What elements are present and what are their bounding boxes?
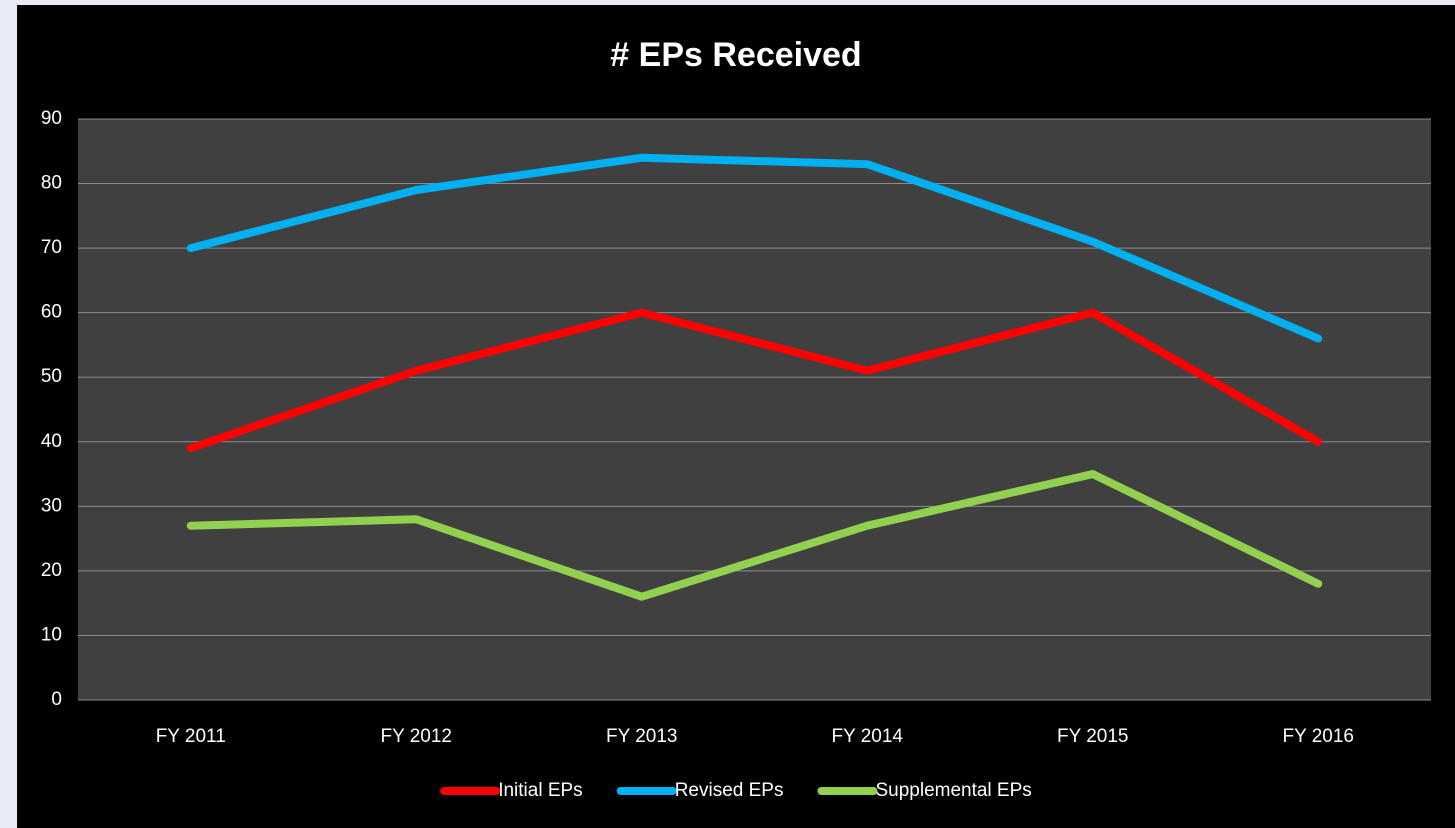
y-tick-label: 80 (41, 173, 62, 194)
x-tick-label: FY 2014 (832, 726, 904, 747)
x-tick-label: FY 2015 (1057, 726, 1128, 747)
series-line (186, 470, 1323, 601)
x-tick-label: FY 2011 (156, 726, 226, 747)
y-tick-label: 40 (41, 431, 62, 452)
y-tick-label: 50 (41, 366, 62, 387)
x-tick-label: FY 2016 (1283, 726, 1354, 747)
x-tick-label: FY 2013 (606, 726, 677, 747)
y-tick-label: 20 (41, 560, 62, 581)
series-line (186, 308, 1323, 453)
y-tick-label: 10 (41, 624, 62, 645)
y-tick-label: 70 (41, 237, 62, 258)
y-tick-label: 60 (41, 302, 62, 323)
y-tick-label: 30 (41, 495, 62, 516)
legend-label: Supplemental EPs (875, 780, 1031, 801)
plot-area (78, 119, 1431, 700)
legend-label: Revised EPs (675, 780, 784, 801)
legend-label: Initial EPs (498, 780, 582, 801)
y-tick-label: 90 (41, 108, 62, 129)
chart-title: # EPs Received (610, 36, 861, 74)
x-tick-label: FY 2012 (381, 726, 452, 747)
y-tick-label: 0 (51, 689, 62, 710)
series-line (186, 153, 1323, 343)
